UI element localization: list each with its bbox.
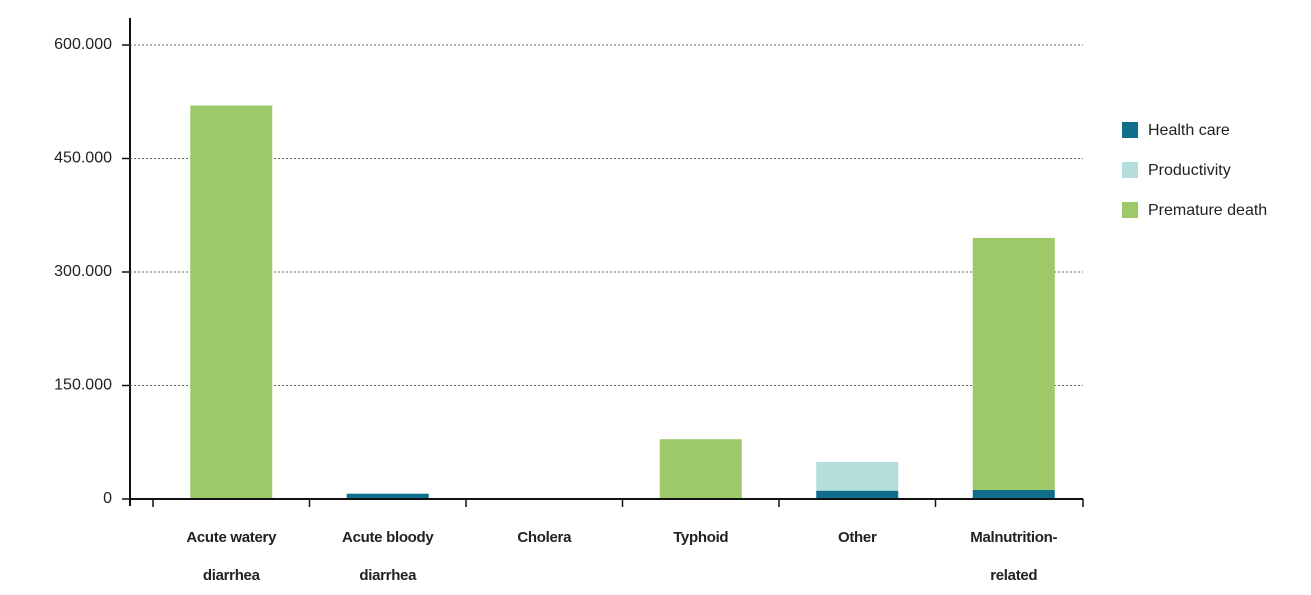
bar-segment	[972, 489, 1055, 499]
bar-segment	[346, 493, 429, 499]
bar-segment	[659, 439, 742, 499]
y-tick-label: 300.000	[54, 263, 112, 280]
legend-label: Productivity	[1148, 162, 1231, 179]
legend-swatch	[1122, 162, 1138, 178]
x-tick-label: Typhoid	[673, 529, 729, 546]
bar-segment	[816, 461, 899, 491]
y-tick-label: 0	[103, 490, 112, 507]
y-tick-label: 450.000	[54, 150, 112, 167]
y-tick-label: 150.000	[54, 377, 112, 394]
y-tick-label: 600.000	[54, 36, 112, 53]
legend-swatch	[1122, 202, 1138, 218]
x-tick-label: Malnutrition-related	[970, 529, 1058, 584]
x-tick-label: Cholera	[517, 529, 572, 546]
x-tick-label: Other	[837, 529, 877, 546]
legend-swatch	[1122, 122, 1138, 138]
bar-segment	[190, 105, 273, 500]
legend-label: Health care	[1148, 122, 1230, 139]
x-tick-label: Acute watery diarrhea	[186, 529, 277, 584]
legend-label: Premature death	[1148, 202, 1267, 219]
bar-segment	[972, 237, 1055, 490]
bar-segment	[816, 490, 899, 499]
x-tick-label: Acute bloody diarrhea	[342, 529, 434, 584]
